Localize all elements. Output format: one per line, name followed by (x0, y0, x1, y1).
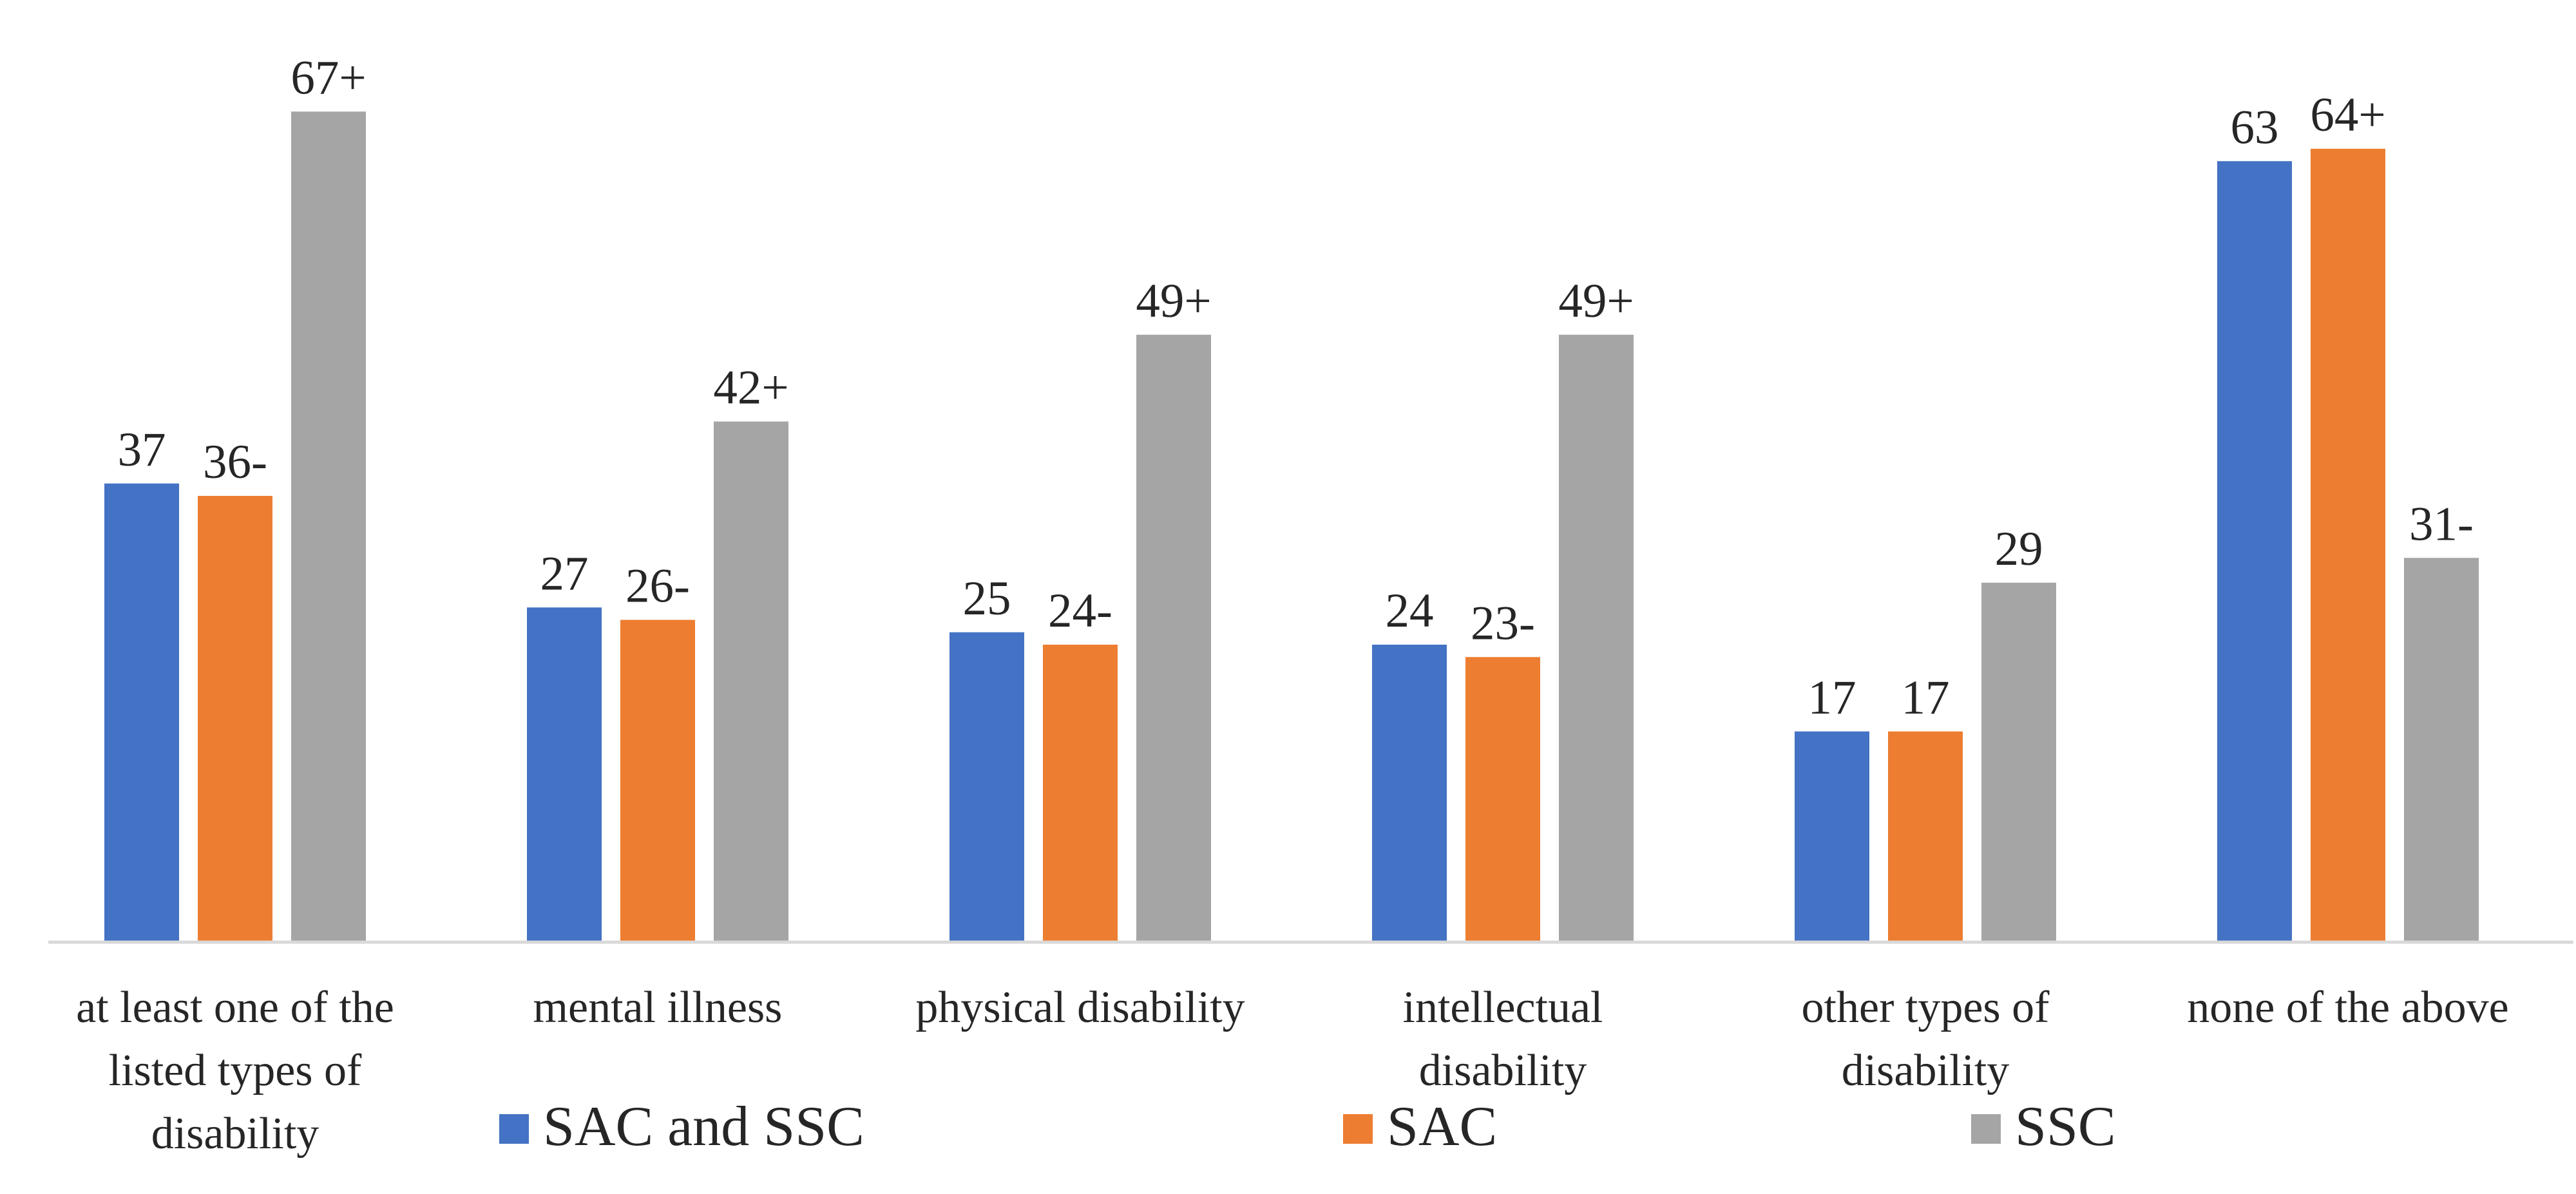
category-labels-layer: at least one of the listed types of disabi… (76, 983, 2509, 1159)
legend-swatch (499, 1114, 529, 1144)
value-labels-layer: 37 36- 67+ 27 26- 42+ 25 24- 49+ 24 23- 49+ 17 17 29 63… (118, 51, 2474, 725)
bar-ssc-1 (714, 421, 788, 942)
legend-swatch (1343, 1114, 1373, 1144)
bars-layer (104, 111, 2479, 942)
category-label: mental illness (533, 983, 783, 1032)
category-label-line: none of the above (2187, 983, 2509, 1032)
data-label: 42+ (713, 361, 788, 415)
legend-label: SAC (1387, 1095, 1497, 1158)
bar-ssc-3 (1559, 334, 1634, 942)
category-label-line: mental illness (533, 983, 783, 1032)
data-label: 49+ (1136, 274, 1211, 328)
bar-ssc-5 (2404, 558, 2479, 942)
legend-label: SSC (2015, 1095, 2116, 1158)
data-label: 37 (118, 423, 166, 477)
bar-sac-5 (2311, 149, 2385, 942)
data-label: 29 (1995, 522, 2043, 576)
category-label-line: disability (151, 1109, 320, 1159)
legend-item-sac: SAC (1343, 1095, 1497, 1158)
category-label: at least one of the listed types of disabi… (76, 983, 394, 1159)
data-label: 63 (2231, 100, 2279, 154)
category-label-line: intellectual (1403, 983, 1603, 1032)
legend-item-ssc: SSC (1971, 1095, 2116, 1158)
data-label: 67+ (291, 51, 366, 104)
data-label: 17 (1902, 671, 1950, 725)
category-label: none of the above (2187, 983, 2509, 1032)
category-label-line: listed types of (109, 1046, 362, 1095)
legend-swatch (1971, 1114, 2001, 1144)
bar-ssc-2 (1136, 334, 1211, 942)
bar-sac-and-ssc-0 (104, 483, 179, 942)
bar-ssc-0 (291, 111, 366, 942)
category-label-line: disability (1842, 1046, 2010, 1095)
legend: SAC and SSC SAC SSC (499, 1095, 2116, 1158)
data-label: 24 (1386, 584, 1434, 638)
data-label: 17 (1808, 671, 1856, 725)
category-label-line: other types of (1802, 983, 2050, 1032)
data-label: 64+ (2310, 88, 2385, 142)
bar-sac-and-ssc-3 (1372, 645, 1447, 942)
data-label: 24- (1048, 584, 1112, 638)
bar-sac-2 (1043, 645, 1118, 942)
data-label: 31- (2409, 497, 2474, 551)
bar-sac-and-ssc-1 (527, 607, 602, 942)
bar-sac-and-ssc-4 (1795, 731, 1869, 942)
category-label-line: at least one of the (76, 983, 394, 1032)
data-label: 25 (963, 572, 1011, 625)
data-label: 23- (1471, 596, 1535, 650)
bar-sac-and-ssc-5 (2217, 161, 2292, 942)
data-label: 27 (540, 547, 589, 600)
bar-sac-1 (620, 620, 695, 942)
bar-sac-0 (198, 496, 272, 942)
data-label: 36- (203, 435, 267, 489)
data-label: 49+ (1558, 274, 1634, 328)
bar-sac-and-ssc-2 (949, 632, 1024, 942)
category-label-line: physical disability (915, 983, 1245, 1032)
category-label: intellectual disability (1403, 983, 1603, 1095)
bar-ssc-4 (1981, 582, 2056, 942)
bar-sac-3 (1465, 657, 1540, 942)
category-label-line: disability (1419, 1046, 1587, 1095)
category-label: physical disability (915, 983, 1245, 1032)
legend-item-sac-and-ssc: SAC and SSC (499, 1095, 864, 1158)
category-label: other types of disability (1802, 983, 2050, 1095)
data-label: 26- (625, 560, 690, 613)
legend-label: SAC and SSC (543, 1095, 864, 1158)
bar-sac-4 (1888, 731, 1963, 942)
